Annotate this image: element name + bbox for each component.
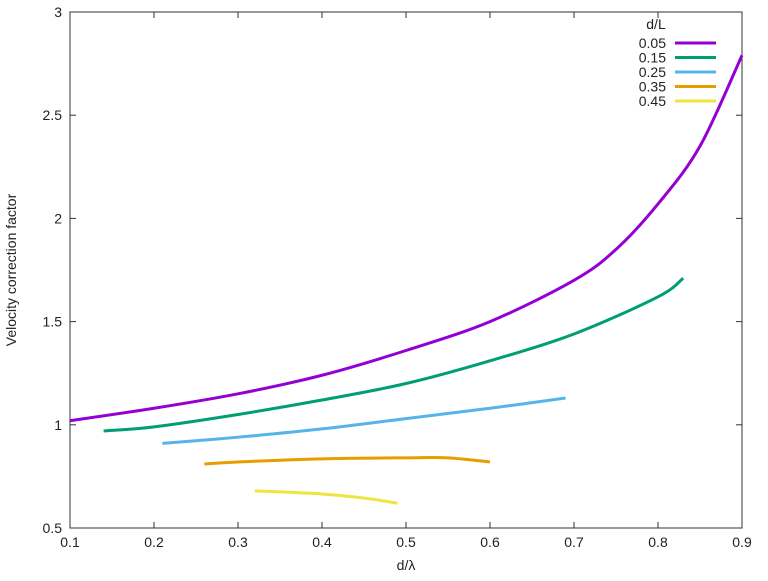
series-line-0.05 <box>69 54 744 423</box>
series-lines <box>69 54 744 505</box>
y-tick-label: 1.5 <box>43 314 63 330</box>
y-tick-label: 1 <box>54 417 62 433</box>
y-axis-label: Velocity correction factor <box>3 193 19 346</box>
y-tick-label: 3 <box>54 4 62 20</box>
series-line-0.25 <box>162 396 566 445</box>
x-tick-label: 0.7 <box>564 534 584 550</box>
x-tick-label: 0.6 <box>480 534 500 550</box>
legend: d/L 0.050.150.250.350.45 <box>639 16 716 109</box>
x-axis-label: d/λ <box>397 557 416 573</box>
y-tick-label: 2 <box>54 210 62 226</box>
axis-ticks: 0.1 0.2 0.3 0.4 0.5 0.6 0.7 0.8 0.9 0.5 1 1.5 2 2.5 3 <box>43 4 752 550</box>
y-tick-label: 0.5 <box>43 520 63 536</box>
legend-label: 0.45 <box>639 93 666 109</box>
series-line-0.35 <box>204 455 491 466</box>
series-line-0.15 <box>103 277 685 433</box>
x-tick-label: 0.3 <box>228 534 248 550</box>
legend-label: 0.05 <box>639 35 666 51</box>
legend-title: d/L <box>646 16 666 32</box>
x-tick-label: 0.8 <box>648 534 668 550</box>
x-tick-label: 0.1 <box>60 534 80 550</box>
legend-label: 0.25 <box>639 64 666 80</box>
y-tick-label: 2.5 <box>43 107 63 123</box>
x-tick-label: 0.9 <box>732 534 752 550</box>
x-tick-label: 0.2 <box>144 534 164 550</box>
legend-label: 0.35 <box>639 79 666 95</box>
x-tick-label: 0.5 <box>396 534 416 550</box>
series-line-0.45 <box>254 489 398 505</box>
x-tick-label: 0.4 <box>312 534 332 550</box>
legend-label: 0.15 <box>639 50 666 66</box>
